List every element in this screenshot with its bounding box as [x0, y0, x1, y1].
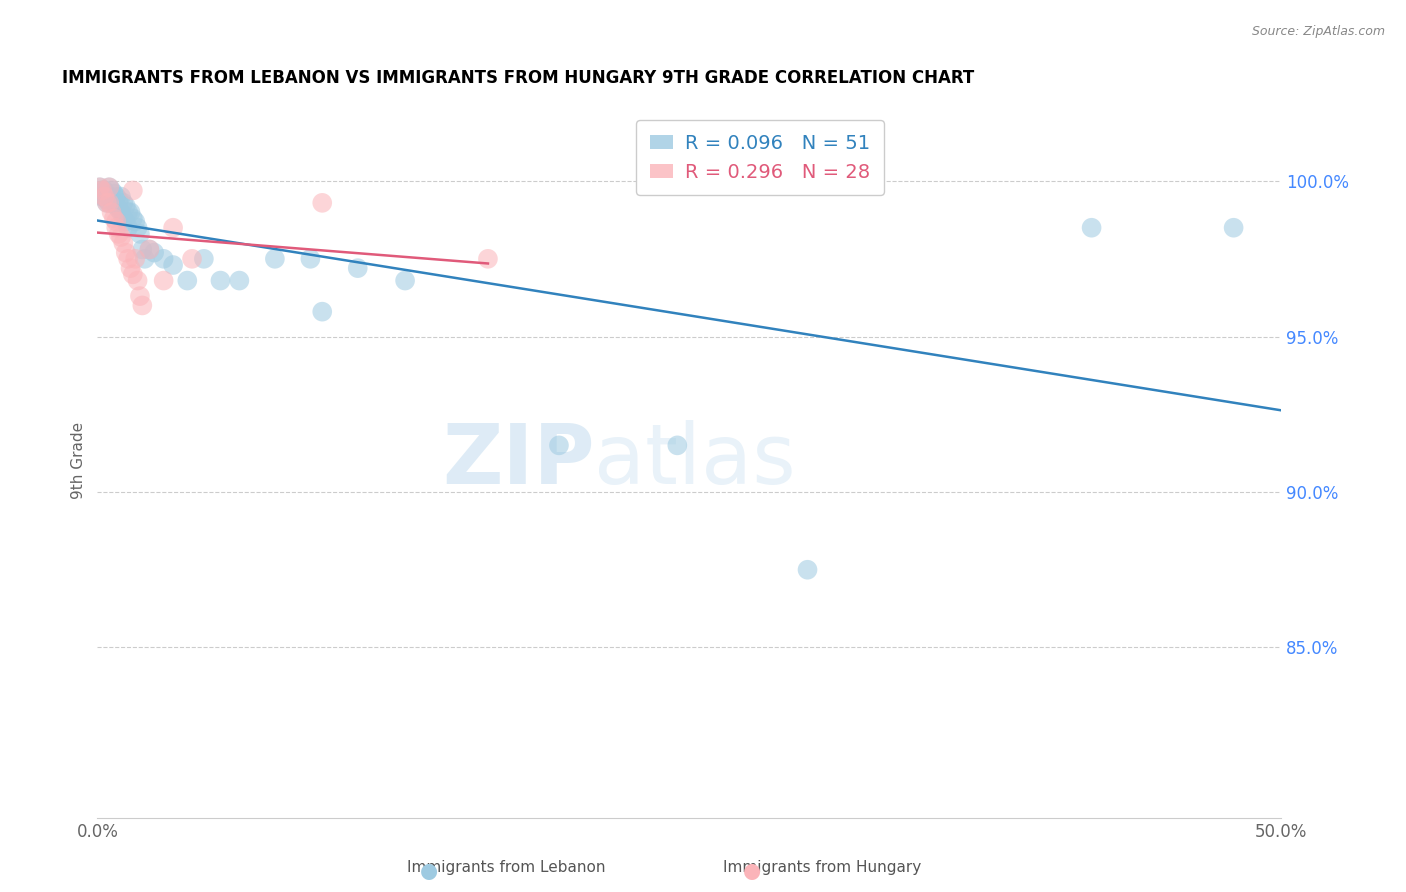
Point — [134, 252, 156, 266]
Point — [110, 205, 132, 219]
Text: ZIP: ZIP — [441, 420, 595, 501]
Point — [124, 214, 146, 228]
Point — [131, 243, 153, 257]
Point — [121, 268, 143, 282]
Point — [121, 211, 143, 226]
Legend: R = 0.096   N = 51, R = 0.296   N = 28: R = 0.096 N = 51, R = 0.296 N = 28 — [637, 120, 884, 195]
Point — [1222, 220, 1244, 235]
Point — [107, 227, 129, 241]
Point — [127, 274, 149, 288]
Point — [98, 189, 121, 203]
Point — [98, 195, 121, 210]
Point — [129, 227, 152, 241]
Point — [1080, 220, 1102, 235]
Point — [110, 230, 132, 244]
Point — [100, 183, 122, 197]
Point — [96, 195, 118, 210]
Point — [107, 202, 129, 216]
Point — [107, 193, 129, 207]
Point — [193, 252, 215, 266]
Point — [264, 252, 287, 266]
Point — [112, 236, 135, 251]
Point — [120, 205, 142, 219]
Point — [103, 186, 125, 201]
Point — [114, 214, 136, 228]
Point — [100, 205, 122, 219]
Point — [89, 180, 111, 194]
Point — [100, 193, 122, 207]
Text: Source: ZipAtlas.com: Source: ZipAtlas.com — [1251, 25, 1385, 38]
Point — [131, 298, 153, 312]
Point — [114, 245, 136, 260]
Point — [176, 274, 198, 288]
Point — [98, 180, 121, 194]
Text: Immigrants from Lebanon: Immigrants from Lebanon — [406, 861, 606, 875]
Point — [228, 274, 250, 288]
Point — [162, 220, 184, 235]
Point — [105, 214, 128, 228]
Point — [103, 211, 125, 226]
Text: atlas: atlas — [595, 420, 796, 501]
Point — [93, 183, 115, 197]
Point — [120, 261, 142, 276]
Point — [311, 195, 333, 210]
Point — [138, 243, 160, 257]
Point — [96, 193, 118, 207]
Point — [666, 438, 689, 452]
Point — [117, 252, 139, 266]
Y-axis label: 9th Grade: 9th Grade — [72, 422, 86, 500]
Point — [110, 189, 132, 203]
Point — [93, 189, 115, 203]
Point — [299, 252, 322, 266]
Point — [152, 274, 174, 288]
Point — [105, 189, 128, 203]
Text: ●: ● — [744, 861, 761, 880]
Point — [394, 274, 416, 288]
Point — [117, 205, 139, 219]
Text: ●: ● — [420, 861, 437, 880]
Point — [129, 289, 152, 303]
Point — [96, 195, 118, 210]
Point — [143, 245, 166, 260]
Point — [346, 261, 368, 276]
Point — [91, 183, 114, 197]
Point — [89, 180, 111, 194]
Point — [91, 183, 114, 197]
Point — [91, 189, 114, 203]
Point — [311, 304, 333, 318]
Point — [117, 220, 139, 235]
Point — [548, 438, 571, 452]
Point — [105, 199, 128, 213]
Point — [209, 274, 232, 288]
Point — [103, 195, 125, 210]
Point — [138, 243, 160, 257]
Point — [98, 195, 121, 210]
Point — [127, 220, 149, 235]
Point — [162, 258, 184, 272]
Point — [105, 220, 128, 235]
Point — [477, 252, 499, 266]
Point — [112, 195, 135, 210]
Point — [181, 252, 204, 266]
Point — [98, 180, 121, 194]
Text: IMMIGRANTS FROM LEBANON VS IMMIGRANTS FROM HUNGARY 9TH GRADE CORRELATION CHART: IMMIGRANTS FROM LEBANON VS IMMIGRANTS FR… — [62, 69, 974, 87]
Point — [114, 199, 136, 213]
Point — [112, 211, 135, 226]
Point — [124, 252, 146, 266]
Point — [121, 183, 143, 197]
Point — [796, 563, 818, 577]
Point — [93, 189, 115, 203]
Point — [152, 252, 174, 266]
Text: Immigrants from Hungary: Immigrants from Hungary — [723, 861, 922, 875]
